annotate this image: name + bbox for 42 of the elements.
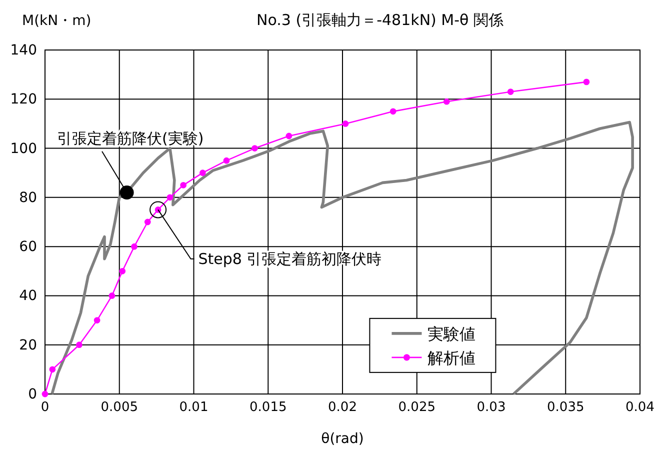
point	[94, 317, 100, 324]
point	[390, 108, 396, 115]
point	[199, 170, 206, 176]
legend-label: 実験値	[428, 324, 476, 344]
x-tick-label: 0.02	[328, 400, 357, 416]
x-tick-label: 0.005	[100, 400, 138, 416]
point	[223, 157, 230, 164]
y-axis-title: M(kN・m)	[22, 13, 92, 29]
point	[342, 120, 349, 127]
x-axis-title: θ(rad)	[321, 431, 364, 447]
chart-title: No.3 (引張軸力＝-481kN) M-θ 関係	[256, 11, 504, 29]
point	[42, 390, 48, 398]
point	[443, 98, 450, 105]
x-tick-label: 0.015	[250, 400, 287, 416]
line-series	[50, 120, 634, 396]
x-tick-label: 0.035	[547, 400, 584, 416]
x-tick-label: 0.025	[398, 400, 436, 416]
y-tick-label: 120	[10, 92, 37, 108]
y-tick-label: 0	[28, 386, 37, 402]
point	[108, 292, 116, 299]
y-tick-label: 140	[10, 42, 37, 58]
y-tick-label: 60	[19, 239, 37, 256]
point	[180, 182, 187, 188]
x-tick-label: 0	[40, 400, 50, 416]
point	[252, 145, 258, 152]
y-tick-label: 20	[19, 337, 37, 354]
y-tick-label: 40	[19, 288, 37, 304]
legend-label: 解析値	[428, 348, 476, 368]
x-tick-label: 0.03	[476, 400, 506, 416]
y-tick-label: 80	[19, 190, 37, 206]
point	[583, 78, 590, 86]
point	[166, 194, 174, 201]
x-tick-label: 0.01	[179, 400, 208, 416]
point	[76, 342, 82, 348]
point	[49, 366, 56, 373]
point	[286, 132, 292, 140]
y-tick-label: 100	[10, 140, 37, 157]
point	[507, 88, 514, 95]
point	[119, 268, 126, 274]
point	[131, 243, 138, 250]
x-tick-label: 0.04	[626, 400, 654, 416]
point	[144, 218, 151, 226]
